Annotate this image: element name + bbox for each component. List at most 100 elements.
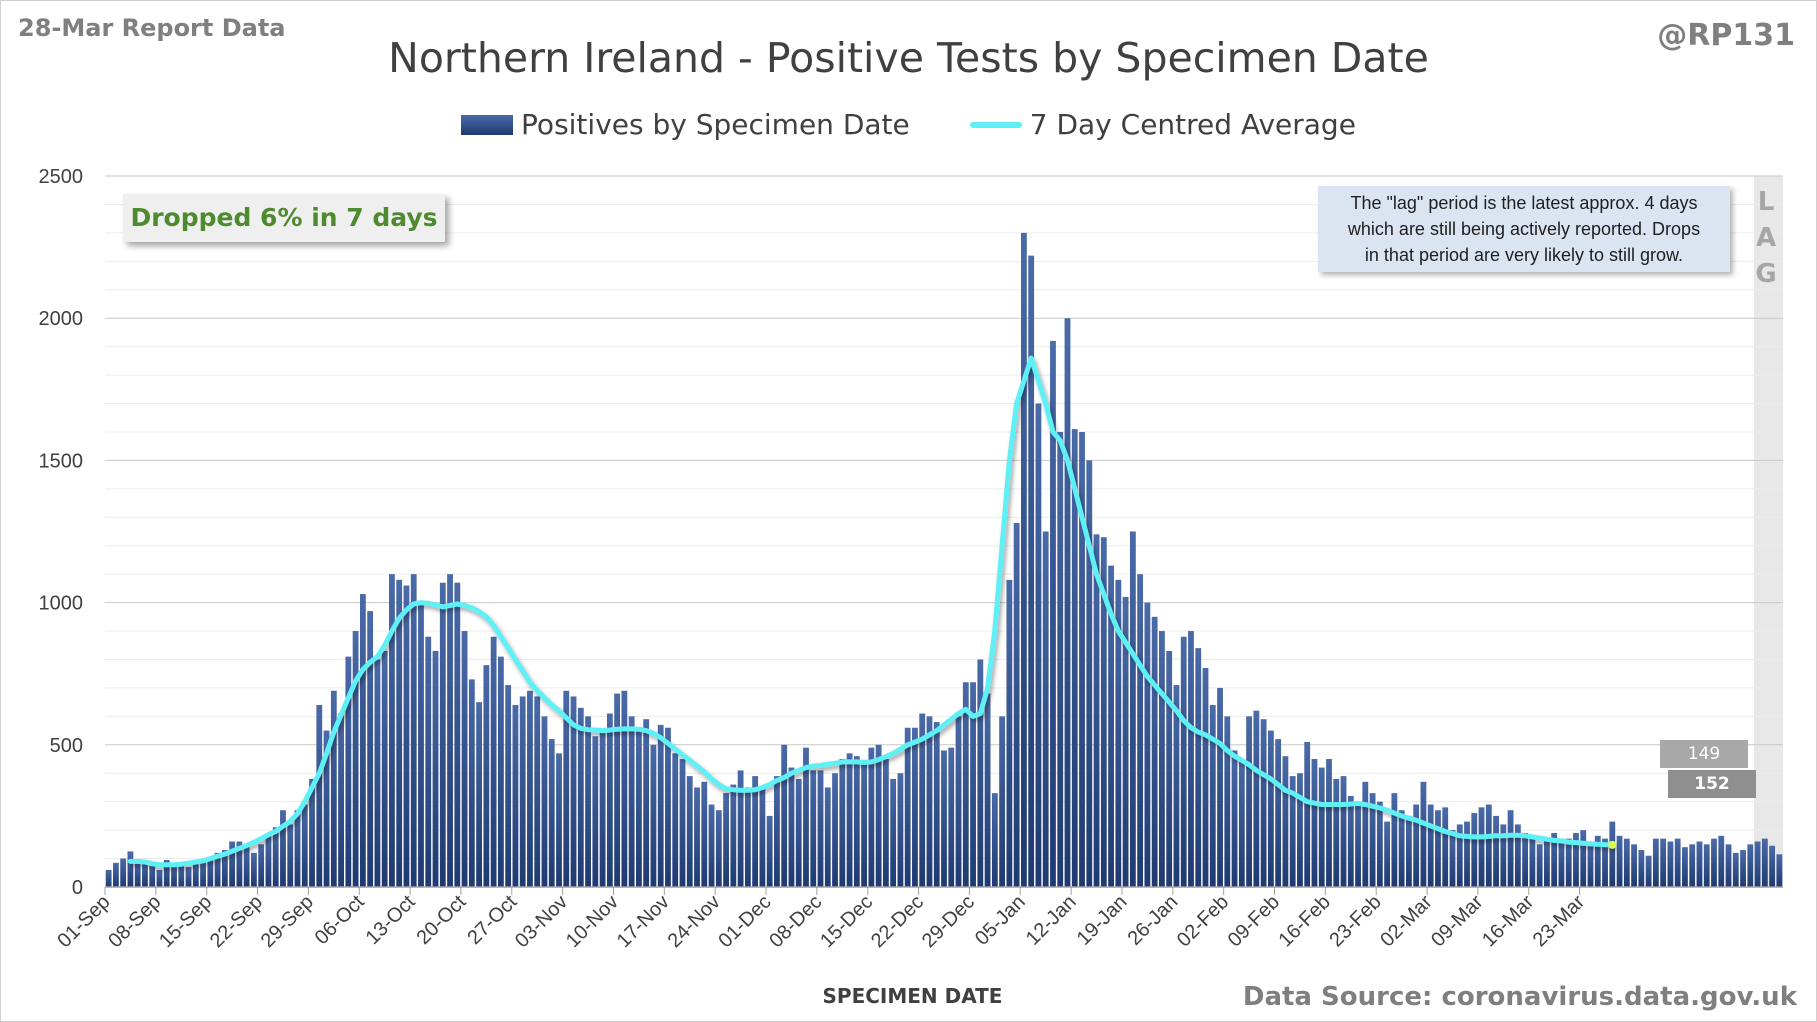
- bar: [941, 750, 947, 887]
- bar: [643, 719, 650, 887]
- bar: [1260, 719, 1267, 887]
- y-tick-label: 2000: [39, 308, 84, 330]
- bar: [737, 770, 744, 887]
- bar: [352, 631, 359, 887]
- bar: [1711, 838, 1717, 887]
- bar: [853, 756, 860, 887]
- bar: [556, 753, 562, 887]
- bar: [1761, 838, 1768, 887]
- x-tick-label: 27-Oct: [463, 891, 521, 949]
- bar: [338, 713, 344, 887]
- bar: [1674, 838, 1681, 887]
- bar: [1202, 668, 1209, 887]
- bar: [425, 636, 432, 887]
- chart-legend: Positives by Specimen Date 7 Day Centred…: [0, 108, 1817, 141]
- bar: [200, 861, 206, 887]
- bar: [1122, 596, 1129, 887]
- bar: [1638, 850, 1645, 887]
- bar: [1347, 795, 1354, 887]
- bar: [1725, 844, 1732, 887]
- bar: [1282, 756, 1289, 887]
- bar: [890, 778, 897, 887]
- bar: [1137, 574, 1144, 887]
- bar: [236, 841, 243, 887]
- bar: [701, 781, 708, 887]
- bar: [301, 804, 308, 887]
- bar: [1427, 804, 1434, 887]
- bar: [999, 716, 1006, 887]
- bar: [1652, 838, 1659, 887]
- bar: [1718, 835, 1725, 887]
- bar: [897, 773, 904, 887]
- x-tick-label: 15-Sep: [155, 891, 216, 952]
- bar: [396, 579, 403, 887]
- bar: [817, 770, 824, 887]
- bar: [1420, 781, 1427, 887]
- bar: [1340, 776, 1347, 887]
- bar: [1631, 844, 1637, 887]
- bar: [577, 707, 584, 887]
- bar: [1623, 838, 1630, 887]
- bar: [163, 859, 170, 887]
- bar: [766, 815, 773, 887]
- bar: [1086, 460, 1093, 887]
- bar: [912, 727, 918, 887]
- x-tick-label: 17-Nov: [613, 891, 674, 952]
- dropped-annotation: Dropped 6% in 7 days: [123, 194, 445, 242]
- bar: [1275, 739, 1282, 887]
- bar: [265, 835, 272, 887]
- y-tick-label: 1500: [39, 450, 84, 472]
- bar: [1544, 838, 1550, 887]
- bar: [1079, 431, 1085, 887]
- lag-letter: A: [1755, 223, 1777, 253]
- bar: [1144, 602, 1151, 887]
- bar: [156, 869, 163, 887]
- bar: [1253, 710, 1260, 887]
- bar: [1565, 838, 1572, 887]
- bar: [1500, 824, 1507, 887]
- bar: [1689, 844, 1696, 887]
- bar: [374, 659, 381, 887]
- bar: [120, 858, 127, 887]
- bar: [1318, 767, 1325, 887]
- bar: [1333, 778, 1340, 887]
- bar: [1180, 636, 1187, 887]
- bar: [418, 602, 424, 887]
- bar: [476, 702, 483, 887]
- legend-bars-label: Positives by Specimen Date: [521, 108, 910, 141]
- bar: [105, 869, 112, 887]
- bar: [381, 650, 388, 887]
- x-tick-label: 10-Nov: [562, 891, 623, 952]
- bar: [1217, 687, 1223, 887]
- y-tick-label: 2500: [39, 166, 84, 188]
- bar: [1747, 844, 1754, 887]
- bar: [744, 787, 751, 887]
- bar: [585, 716, 591, 887]
- bar: [497, 656, 504, 887]
- bar: [468, 679, 475, 887]
- bar: [534, 696, 541, 887]
- bar: [345, 656, 352, 887]
- bar: [759, 787, 766, 887]
- bar: [1057, 431, 1064, 887]
- bar: [1042, 531, 1049, 887]
- lag-shade: [1753, 176, 1783, 887]
- author-handle: @RP131: [1657, 18, 1795, 53]
- bar: [1391, 793, 1398, 887]
- bar: [1224, 716, 1231, 887]
- bar: [1129, 531, 1136, 887]
- bar: [679, 759, 686, 887]
- bar: [1267, 730, 1274, 887]
- x-tick-label: 02-Feb: [1173, 891, 1233, 951]
- lag-letter: L: [1757, 187, 1775, 217]
- x-tick-label: 09-Mar: [1427, 891, 1488, 952]
- bar: [1209, 704, 1216, 887]
- bar: [367, 611, 374, 887]
- bar: [142, 861, 148, 887]
- x-tick-label: 08-Dec: [765, 891, 826, 952]
- x-tick-label: 29-Dec: [918, 891, 979, 952]
- bar: [330, 690, 337, 887]
- bar: [694, 787, 700, 887]
- bar: [1362, 781, 1369, 887]
- bar: [665, 727, 671, 887]
